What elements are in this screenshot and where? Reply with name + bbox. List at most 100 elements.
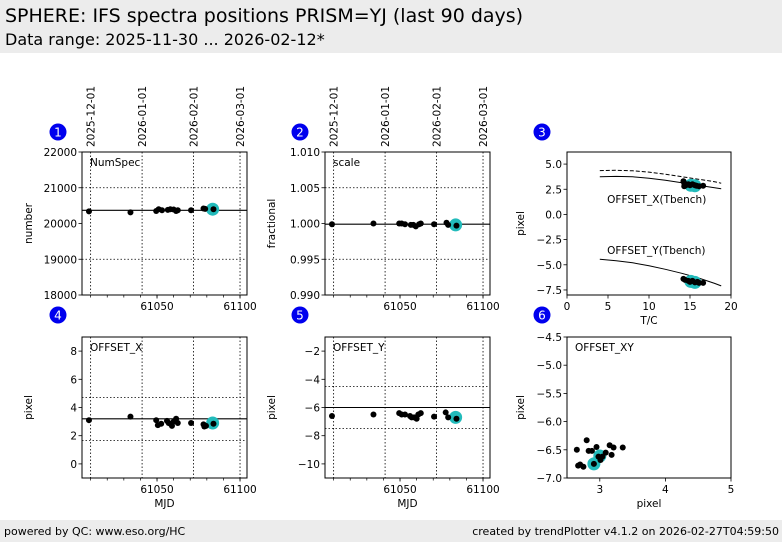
y-tick-label: 2 [70, 431, 77, 443]
x-tick-label: 0 [564, 301, 571, 313]
data-point [127, 413, 134, 420]
x-axis-label: T/C [639, 315, 657, 327]
x-tick-label: 5 [728, 484, 735, 496]
y-tick-label: −4.5 [537, 332, 563, 344]
date-tick-label: 2026-02-01 [189, 86, 201, 147]
data-point [328, 221, 335, 228]
data-point [599, 453, 606, 460]
data-point [153, 417, 160, 424]
data-point [453, 415, 460, 422]
data-point [188, 420, 195, 427]
x-tick-label: 61100 [223, 484, 256, 496]
panel-badge-circle [291, 306, 309, 324]
x-tick-label: 3 [596, 484, 603, 496]
panel-badge-number: 6 [538, 309, 546, 323]
plots-canvas: 1 2025-12-01 2026-01-01 2026-02-01 2026-03-0… [23, 86, 738, 510]
x-tick-label: 61100 [466, 301, 499, 313]
y-tick-label: 21000 [44, 183, 77, 195]
x-tick-label: 4 [662, 484, 669, 496]
panel-label: NumSpec [90, 157, 141, 169]
data-point [442, 409, 449, 416]
data-point [453, 222, 460, 229]
y-tick-label: 1.005 [290, 183, 320, 195]
data-point [590, 460, 597, 467]
model-curve [599, 258, 722, 287]
data-range-subtitle: Data range: 2025-11-30 ... 2026-02-12* [5, 30, 325, 49]
data-point [174, 207, 181, 214]
date-tick-label: 2025-12-01 [86, 86, 98, 147]
y-tick-label: −6.0 [537, 417, 563, 429]
panel-badge-circle [49, 123, 67, 141]
data-point [402, 221, 409, 228]
y-tick-label: −2.5 [537, 235, 563, 247]
data-point [700, 182, 707, 189]
y-tick-label: 0.990 [290, 290, 320, 302]
data-point [85, 208, 92, 215]
data-point [608, 451, 615, 458]
data-point [431, 413, 438, 420]
y-tick-label: −2 [305, 346, 320, 358]
axes-frame [566, 336, 732, 479]
y-tick-label: 18000 [44, 290, 77, 302]
footer-created-by: created by trendPlotter v4.1.2 on 2026-0… [472, 525, 779, 538]
y-tick-label: 4 [70, 403, 77, 415]
panel-label: OFFSET_XY [575, 342, 634, 354]
x-tick-label: 15 [683, 301, 696, 313]
header: SPHERE: IFS spectra positions PRISM=YJ (… [0, 0, 782, 53]
date-tick-label: 2026-02-01 [432, 86, 444, 147]
panel-label: OFFSET_Y [333, 342, 385, 354]
y-tick-label: 1.000 [290, 219, 320, 231]
x-tick-label: 20 [724, 301, 737, 313]
y-tick-label: 19000 [44, 254, 77, 266]
x-tick-label: 61100 [466, 484, 499, 496]
panel-annotation: OFFSET_X(Tbench) [607, 194, 706, 206]
data-point [445, 221, 452, 228]
data-point [619, 444, 626, 451]
data-point [127, 209, 134, 216]
data-point [583, 437, 590, 444]
y-tick-label: 8 [70, 346, 77, 358]
data-point [588, 447, 595, 454]
data-point [700, 279, 707, 286]
data-point [445, 414, 452, 421]
y-tick-label: 2.5 [545, 184, 562, 196]
panel-annotation: OFFSET_Y(Tbench) [607, 245, 705, 257]
data-point [580, 463, 587, 470]
x-axis-label: MJD [397, 498, 417, 510]
axes-frame [566, 151, 732, 296]
y-tick-label: −5.0 [537, 360, 563, 372]
x-tick-label: 61050 [383, 484, 416, 496]
data-point [202, 205, 209, 212]
x-tick-label: 10 [642, 301, 655, 313]
panel-badge-number: 3 [538, 126, 546, 140]
panel-badge-circle [533, 306, 551, 324]
date-tick-label: 2025-12-01 [329, 86, 341, 147]
model-curve [599, 175, 722, 190]
panel-1: 1 2025-12-01 2026-01-01 2026-02-01 2026-03-0… [23, 86, 257, 313]
x-tick-label: 61050 [383, 301, 416, 313]
y-axis-label: pixel [23, 395, 35, 420]
y-tick-label: 0 [70, 459, 77, 471]
x-axis-label: MJD [154, 498, 174, 510]
y-tick-label: −7.0 [537, 473, 563, 485]
panel-2: 2 2025-12-01 2026-01-01 2026-02-01 2026-03-0… [266, 86, 500, 313]
y-tick-label: −10 [298, 459, 320, 471]
y-tick-label: −5.5 [537, 388, 563, 400]
y-tick-label: −5.0 [537, 260, 563, 272]
data-point [610, 444, 617, 451]
y-tick-label: 5.0 [545, 159, 562, 171]
data-point [174, 420, 181, 427]
y-tick-label: 1.010 [290, 147, 320, 159]
data-point [431, 221, 438, 228]
date-tick-label: 2026-03-01 [235, 86, 247, 147]
data-point [417, 410, 424, 417]
data-point [593, 443, 600, 450]
panel-badge-circle [49, 306, 67, 324]
data-point [417, 220, 424, 227]
panel-3: 3 −7.5 −5.0 −2.5 0.0 2.5 5.0 0 5 10 15 20 OFFSET_X(T… [515, 123, 738, 327]
panel-6: 6 −7.0 −6.5 −6.0 −5.5 −5.0 −4.5 3 4 5 OFFSET_XYpix… [515, 306, 735, 510]
data-point [210, 420, 217, 427]
y-tick-label: 20000 [44, 219, 77, 231]
data-point [210, 206, 217, 213]
